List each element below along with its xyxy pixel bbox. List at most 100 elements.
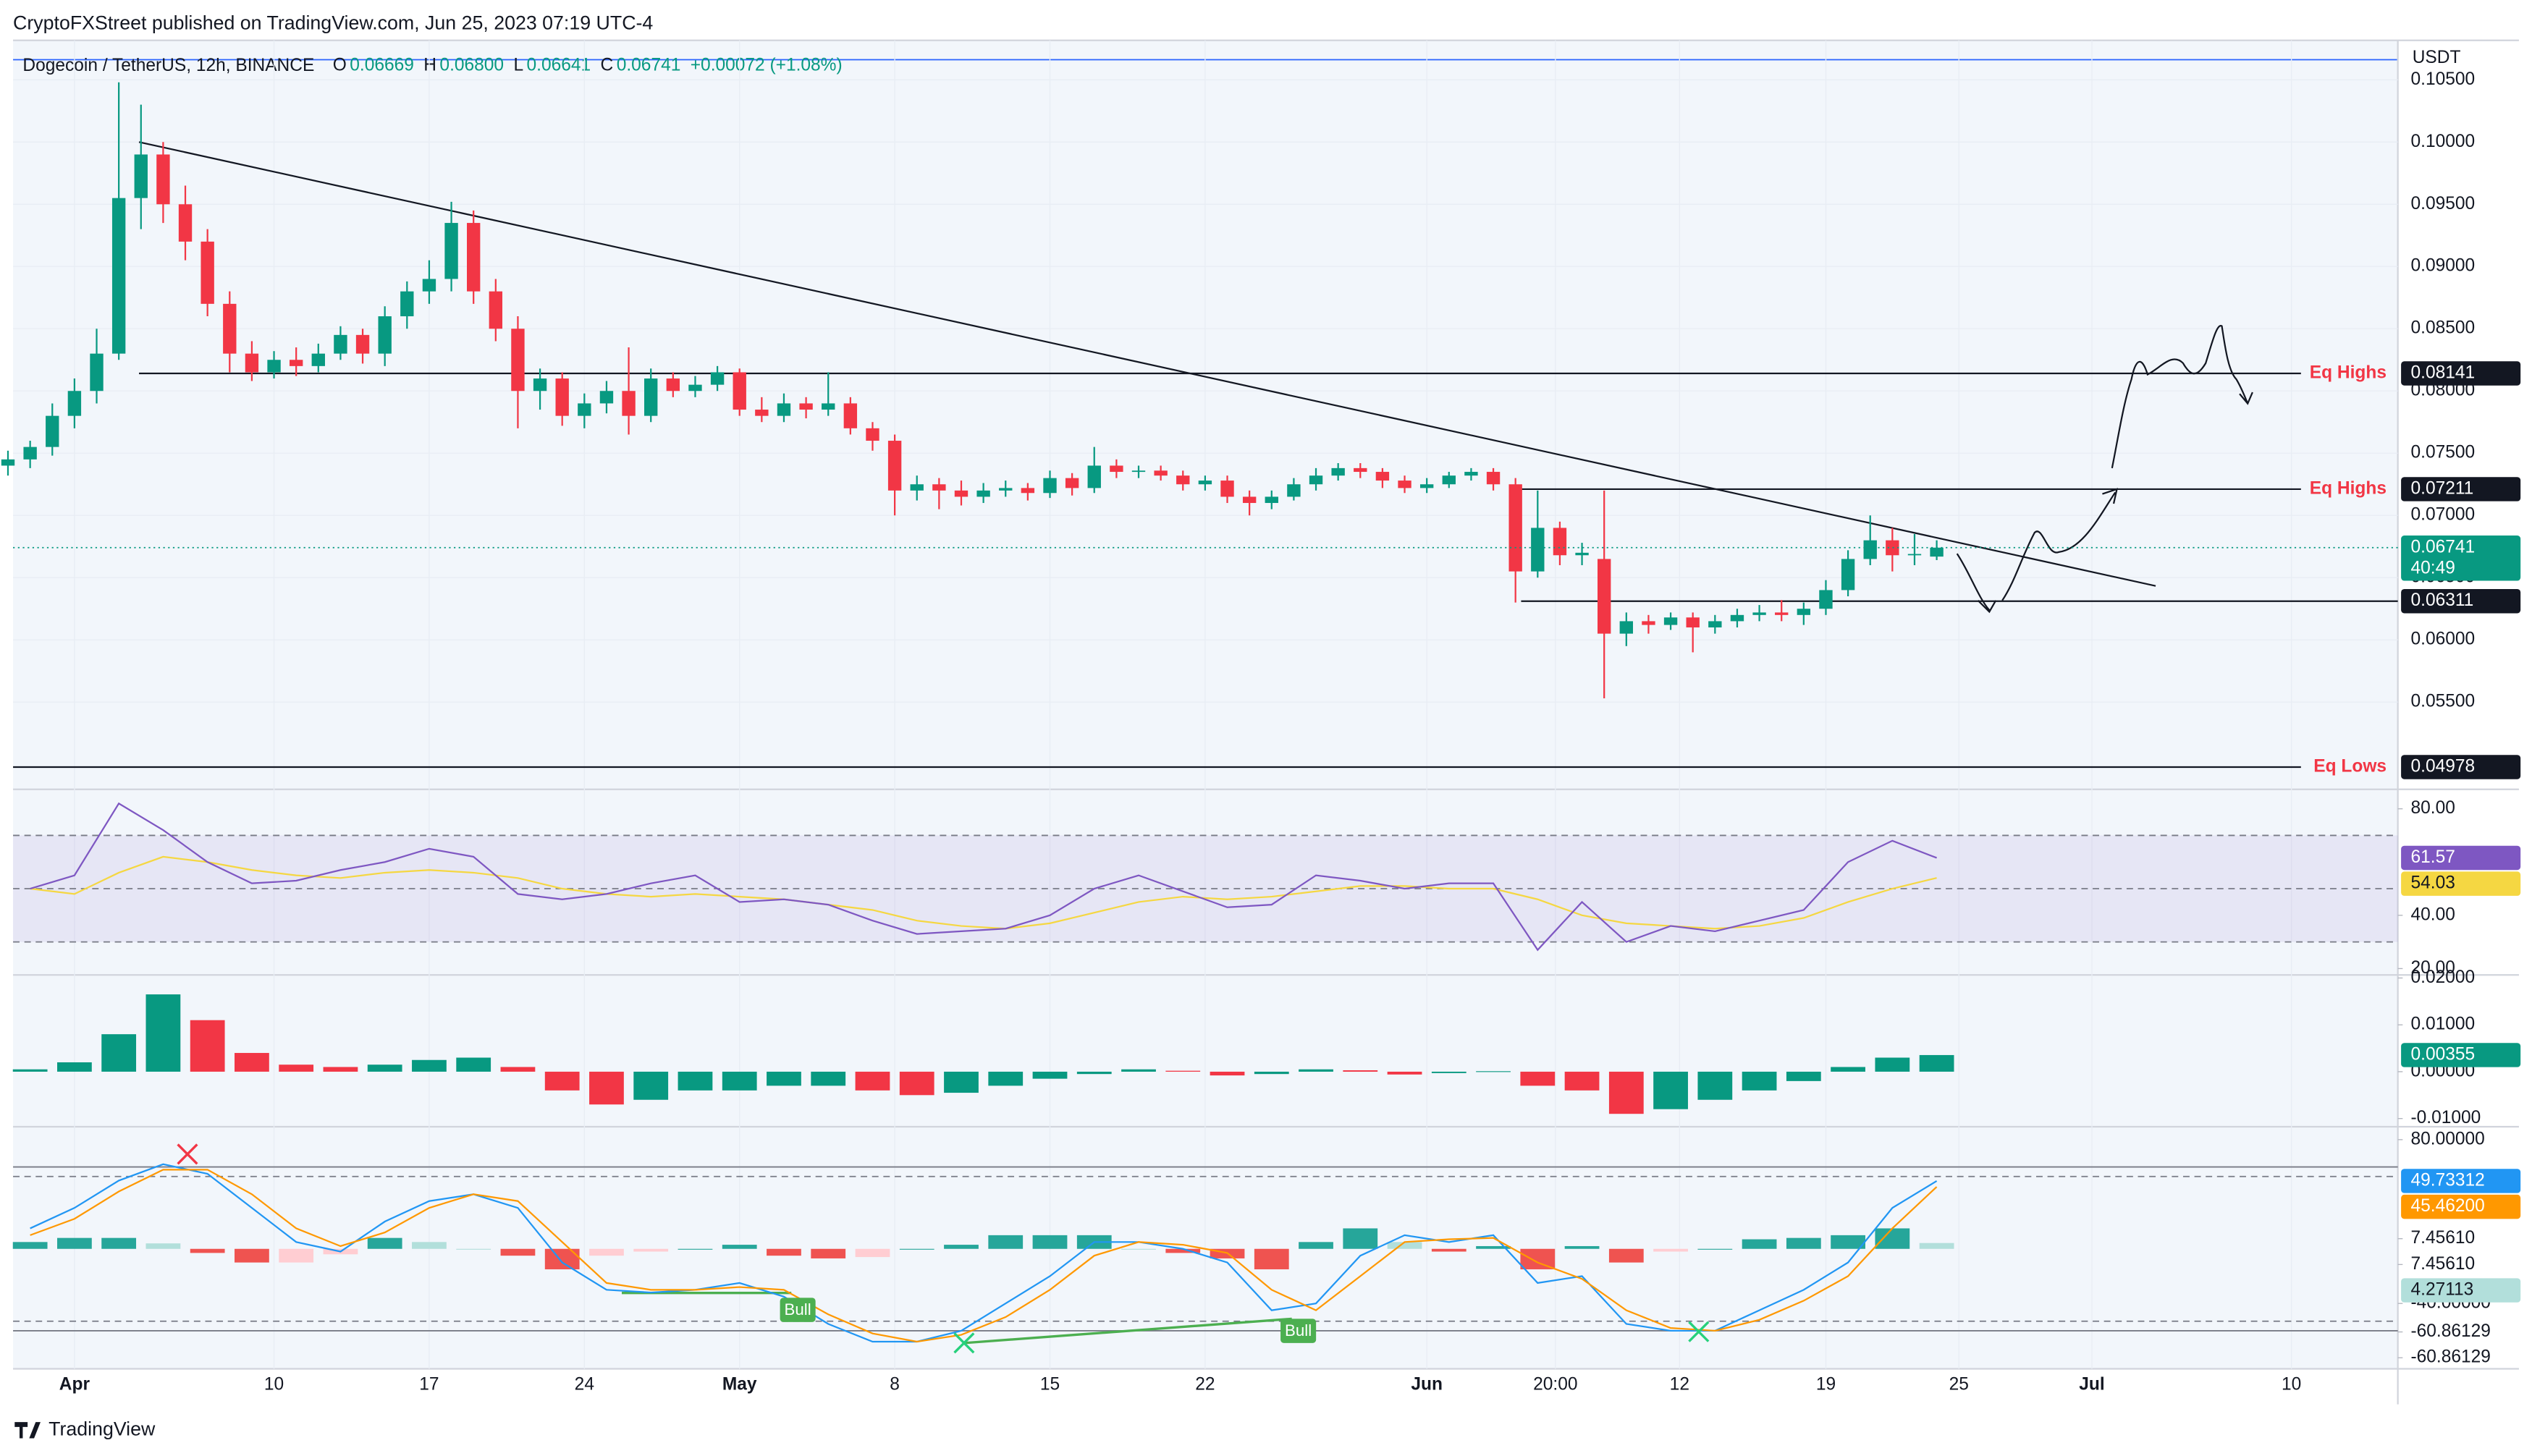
- histogram-bar: [101, 1034, 137, 1072]
- histogram-bar: [633, 1071, 669, 1100]
- value-badge-text: 0.00355: [2410, 1044, 2475, 1064]
- cross-marker: [953, 1332, 975, 1354]
- histogram-bar: [1564, 1071, 1600, 1091]
- value-badge: [2401, 1194, 2521, 1219]
- osc-histogram-bar: [767, 1248, 801, 1256]
- histogram-bar: [589, 1071, 624, 1105]
- histogram-bar: [1121, 1069, 1156, 1072]
- histogram-bar: [1387, 1071, 1422, 1075]
- rsi-line: [30, 855, 1937, 930]
- candle-body: [1886, 540, 1899, 556]
- osc-histogram-bar: [633, 1248, 669, 1252]
- level-badge-text: 0.07211: [2410, 478, 2473, 498]
- level-badge-text: 0.06311: [2410, 591, 2473, 610]
- value-badge-text: 49.73312: [2410, 1170, 2484, 1190]
- ohlc-value: 0.06641: [527, 56, 591, 75]
- osc-histogram-bar: [1343, 1228, 1378, 1249]
- histogram-bar: [1032, 1071, 1068, 1079]
- tradingview-logo: [14, 1422, 41, 1439]
- value-badge: [2401, 1169, 2521, 1193]
- ohlc-legend: O 0.06669 H 0.06800 L 0.06641 C 0.06741 +0.00072…: [333, 56, 843, 75]
- candle-body: [111, 198, 126, 354]
- candle-body: [1375, 472, 1390, 481]
- candle-body: [866, 428, 879, 441]
- candle-body: [999, 488, 1013, 491]
- ohlc-key: L: [513, 56, 523, 75]
- bull-label-box: [1280, 1319, 1317, 1343]
- candle-body: [1198, 481, 1212, 485]
- candle-body: [1863, 540, 1877, 559]
- osc-histogram-bar: [722, 1245, 757, 1249]
- candle-body: [887, 441, 902, 491]
- y-tick-label: 0.09000: [2410, 256, 2475, 276]
- value-badge-text: 45.46200: [2410, 1196, 2484, 1216]
- candle-body: [777, 403, 791, 416]
- candle-body: [156, 154, 170, 205]
- histogram-bar: [190, 1020, 225, 1072]
- x-tick-label: Jul: [2079, 1374, 2104, 1394]
- candle-body: [1553, 528, 1567, 556]
- level-badge: [2401, 588, 2521, 614]
- candle-body: [378, 316, 392, 354]
- y-tick-label: 0.07000: [2410, 505, 2475, 525]
- candle-body: [1642, 621, 1655, 625]
- histogram-bar: [145, 994, 181, 1072]
- y-tick-label: 40.00: [2410, 905, 2455, 924]
- histogram-bar: [57, 1062, 92, 1072]
- osc-histogram-bar: [1299, 1242, 1333, 1249]
- candle-body: [422, 279, 436, 292]
- cross-marker: [177, 1143, 198, 1165]
- histogram-bar: [367, 1065, 402, 1072]
- candle-body: [46, 415, 59, 447]
- candle-body: [954, 490, 969, 497]
- osc-histogram-bar: [57, 1237, 92, 1249]
- histogram-bar: [235, 1053, 269, 1072]
- histogram-bar: [544, 1071, 580, 1091]
- y-tick-label: 80.00: [2410, 798, 2455, 818]
- candle-body: [289, 360, 303, 366]
- x-tick-label: 10: [264, 1374, 284, 1394]
- candle-body: [1752, 612, 1766, 615]
- candle-body: [1131, 470, 1146, 473]
- histogram-bar: [1520, 1071, 1556, 1086]
- x-tick-label: Jun: [1411, 1374, 1443, 1394]
- candle-body: [733, 372, 746, 410]
- osc-histogram-bar: [1697, 1248, 1733, 1250]
- candle-body: [1220, 481, 1234, 497]
- y-tick-label: 0.10000: [2410, 132, 2475, 151]
- candle-body: [1442, 475, 1456, 485]
- osc-histogram-bar: [1476, 1245, 1511, 1249]
- osc-histogram-bar: [855, 1248, 890, 1258]
- x-tick-label: 10: [2282, 1374, 2301, 1394]
- osc-histogram-bar: [1919, 1243, 1954, 1249]
- ohlc-value: 0.06800: [439, 56, 504, 75]
- histogram-bar: [1076, 1071, 1112, 1075]
- candle-body: [489, 291, 503, 329]
- osc-histogram-bar: [1742, 1239, 1777, 1249]
- candle-body: [666, 378, 680, 391]
- x-tick-label: 20:00: [1533, 1374, 1577, 1394]
- level-text: Eq Highs: [2310, 363, 2387, 382]
- candle-body: [1663, 617, 1678, 625]
- candle-body: [1021, 488, 1035, 494]
- histogram-bar: [1697, 1071, 1733, 1100]
- candle-body: [1597, 559, 1611, 634]
- y-tick-label: 20.00: [2410, 958, 2455, 978]
- candle-body: [223, 303, 237, 354]
- candle-body: [466, 223, 481, 292]
- candle-body: [267, 360, 281, 373]
- osc-histogram-bar: [367, 1237, 402, 1249]
- histogram-bar: [1653, 1071, 1688, 1109]
- osc-histogram-bar: [145, 1243, 181, 1249]
- x-tick-label: Apr: [59, 1374, 90, 1394]
- ohlc-value: 0.06669: [350, 56, 414, 75]
- ohlc-key: H: [423, 56, 436, 75]
- candle-body: [599, 391, 614, 404]
- candle-body: [1819, 590, 1833, 609]
- candle-body: [511, 329, 525, 391]
- candle-body: [1309, 475, 1323, 485]
- x-tick-label: 17: [419, 1374, 439, 1394]
- value-badge: [2401, 845, 2521, 871]
- level-badge-text: 0.04978: [2410, 756, 2475, 776]
